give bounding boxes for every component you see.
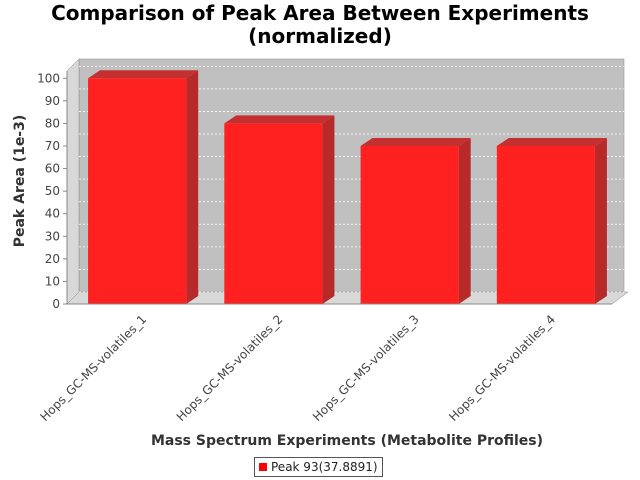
- y-tick-label: 90: [45, 94, 60, 108]
- y-tick-label: 60: [45, 162, 60, 176]
- x-axis-label: Mass Spectrum Experiments (Metabolite Pr…: [151, 433, 543, 449]
- y-tick-label: 20: [45, 252, 60, 266]
- x-tick-label: Hops_GC-MS-volatiles_4: [446, 312, 558, 424]
- y-tick-label: 10: [45, 274, 60, 288]
- plot-side-wall: [66, 58, 80, 305]
- bar-side: [322, 115, 335, 304]
- bar-side: [594, 138, 607, 304]
- bar-front: [224, 123, 323, 304]
- legend-label: Peak 93(37.8891): [271, 460, 378, 474]
- y-tick-label: 0: [52, 297, 60, 311]
- bar: [360, 138, 471, 304]
- y-tick-label: 40: [45, 207, 60, 221]
- bar-front: [496, 146, 595, 304]
- chart-title-line-2: (normalized): [248, 24, 392, 48]
- bar-front: [360, 146, 459, 304]
- bar-top: [224, 115, 335, 124]
- bar-top: [88, 70, 199, 79]
- bar-top: [360, 138, 471, 146]
- legend-swatch: [259, 463, 267, 471]
- bar-side: [458, 138, 471, 304]
- chart-title-line-1: Comparison of Peak Area Between Experime…: [51, 1, 589, 25]
- x-tick-label: Hops_GC-MS-volatiles_2: [174, 312, 286, 424]
- x-tick-label: Hops_GC-MS-volatiles_3: [310, 312, 422, 424]
- bars: [88, 70, 607, 305]
- y-tick-label: 50: [45, 184, 60, 198]
- bar-top: [496, 138, 607, 146]
- gridlines: [79, 65, 624, 293]
- bar: [88, 70, 199, 305]
- y-tick-label: 70: [45, 139, 60, 153]
- y-tick-label: 100: [37, 71, 60, 85]
- bar-front: [88, 78, 187, 305]
- chart-title: Comparison of Peak Area Between Experime…: [0, 2, 640, 48]
- bar: [224, 115, 335, 304]
- x-tick-label: Hops_GC-MS-volatiles_1: [38, 312, 150, 424]
- y-tick-label: 80: [45, 116, 60, 130]
- y-axis-label: Peak Area (1e-3): [12, 115, 28, 248]
- bar-side: [186, 70, 199, 305]
- bar: [496, 138, 607, 304]
- axes: [66, 71, 612, 305]
- legend: Peak 93(37.8891): [254, 457, 383, 477]
- y-tick-labels: 0 10 20 30 40 50 60 70 80 90 100: [37, 71, 67, 311]
- y-tick-label: 30: [45, 229, 60, 243]
- x-tick-labels: Hops_GC-MS-volatiles_1 Hops_GC-MS-volatil…: [38, 312, 558, 424]
